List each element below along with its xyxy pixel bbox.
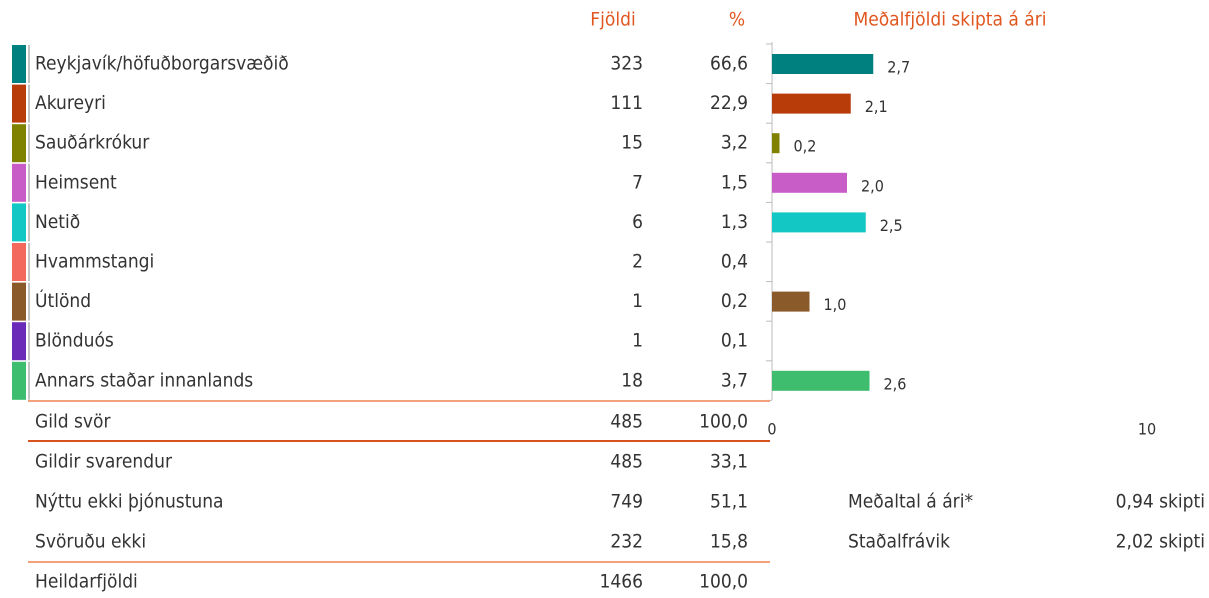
summary-count: 749 [610, 491, 643, 513]
summary-percent: 15,8 [710, 531, 748, 553]
swatch [12, 282, 26, 321]
swatch [12, 322, 26, 361]
count: 15 [621, 132, 643, 154]
percent: 0,1 [721, 330, 748, 352]
stat-value: 0,94 skipti [1116, 491, 1205, 513]
row-label: Heimsent [35, 171, 117, 193]
value-label: 2,1 [865, 97, 888, 116]
stat-label: Staðalfrávik [848, 531, 950, 553]
percent: 3,2 [721, 132, 748, 154]
bar [772, 172, 847, 193]
column-header: Fjöldi [590, 9, 635, 31]
row-label: Reykjavík/höfuðborgarsvæðið [35, 53, 289, 75]
count: 18 [621, 369, 643, 391]
count: 111 [610, 92, 643, 114]
value-label: 1,0 [824, 295, 847, 314]
row-label: Annars staðar innanlands [35, 369, 253, 391]
percent: 66,6 [710, 53, 748, 75]
x-tick-label: 0 [767, 420, 776, 439]
row-label: Útlönd [35, 288, 91, 312]
percent: 0,4 [721, 251, 748, 273]
swatch [12, 243, 26, 281]
row-label: Blönduós [35, 330, 114, 352]
summary-label: Svöruðu ekki [35, 531, 146, 553]
bar [772, 370, 870, 391]
count: 1 [632, 290, 643, 312]
total-percent: 100,0 [699, 411, 748, 433]
grand-total-percent: 100,0 [699, 571, 748, 593]
value-label: 2,6 [884, 374, 907, 393]
grand-total-count: 1466 [600, 571, 644, 593]
bar [772, 133, 780, 154]
summary-count: 232 [610, 531, 643, 553]
value-label: 2,7 [887, 58, 910, 77]
percent: 1,5 [721, 171, 748, 193]
swatch [12, 45, 26, 83]
bar [772, 291, 810, 312]
summary-label: Nýttu ekki þjónustuna [35, 491, 224, 513]
grand-total-label: Heildarfjöldi [35, 571, 138, 593]
chart-title: Meðalfjöldi skipta á ári [853, 9, 1046, 31]
count: 7 [632, 171, 643, 193]
percent: 22,9 [710, 92, 748, 114]
bar [772, 93, 851, 114]
count: 2 [632, 251, 643, 273]
swatch [12, 124, 26, 163]
row-label: Netið [35, 211, 80, 233]
summary-percent: 33,1 [710, 451, 748, 473]
value-label: 2,0 [861, 176, 884, 195]
swatch [12, 361, 26, 400]
count: 1 [632, 330, 643, 352]
summary-label: Gildir svarendur [35, 451, 173, 473]
column-header: % [729, 9, 745, 31]
percent: 1,3 [721, 211, 748, 233]
count: 6 [632, 211, 643, 233]
stat-label: Meðaltal á ári* [848, 491, 973, 513]
summary-count: 485 [610, 451, 643, 473]
percent: 0,2 [721, 290, 748, 312]
value-label: 2,5 [880, 216, 903, 235]
count: 323 [610, 53, 643, 75]
bar [772, 54, 874, 74]
swatch [12, 163, 26, 202]
row-label: Hvammstangi [35, 251, 154, 273]
swatch [12, 203, 26, 242]
percent: 3,7 [721, 369, 748, 391]
total-label: Gild svör [35, 411, 112, 433]
bar [772, 212, 866, 233]
value-label: 0,2 [794, 137, 817, 156]
total-count: 485 [610, 411, 643, 433]
summary-percent: 51,1 [710, 491, 748, 513]
x-tick-label: 10 [1138, 420, 1156, 439]
row-label: Sauðárkrókur [35, 132, 150, 154]
stat-value: 2,02 skipti [1116, 531, 1205, 553]
row-label: Akureyri [35, 92, 106, 114]
swatch [12, 84, 26, 123]
